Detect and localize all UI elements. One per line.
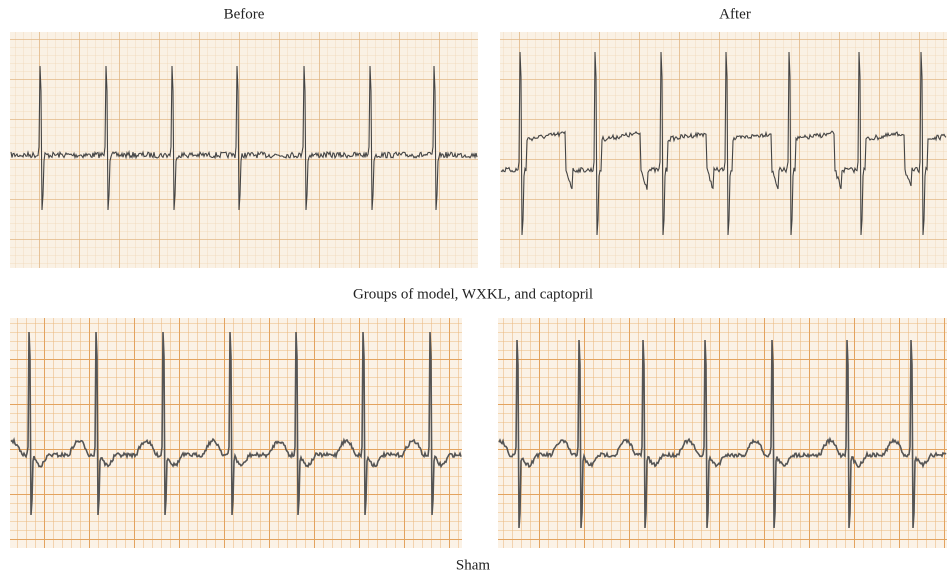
ecg-trace [500, 51, 947, 236]
ecg-trace [498, 339, 947, 529]
panel-label: After [719, 6, 751, 22]
caption: Sham [456, 557, 491, 573]
caption: Groups of model, WXKL, and captopril [353, 286, 593, 302]
ecg-trace [10, 331, 462, 516]
ecg-grid [498, 318, 947, 548]
panel-label: Before [224, 6, 265, 22]
ecg-grid [500, 32, 947, 268]
ecg-trace [10, 65, 478, 211]
ecg-grid [10, 32, 478, 268]
ecg-grid [10, 318, 462, 548]
